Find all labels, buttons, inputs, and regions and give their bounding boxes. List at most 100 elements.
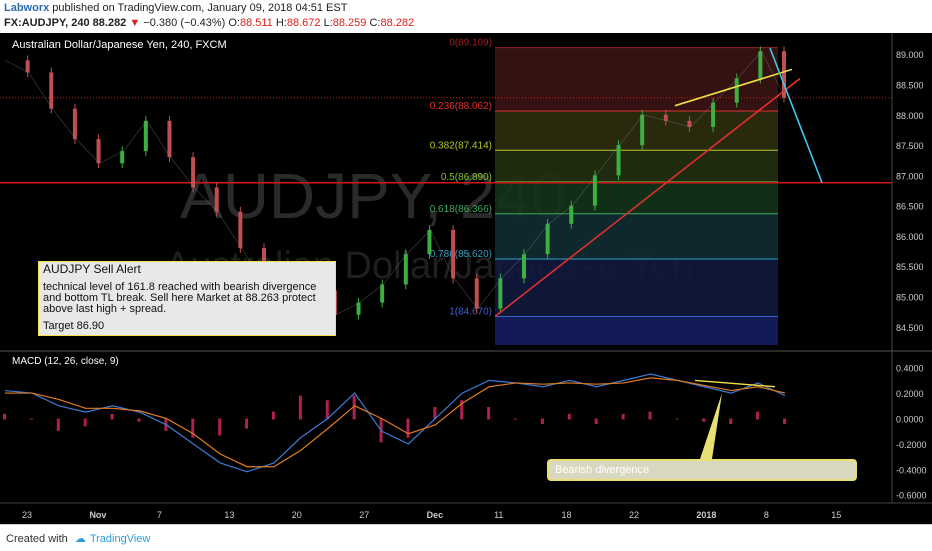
candle-body xyxy=(687,120,692,127)
candle-body xyxy=(782,51,786,98)
candle-body xyxy=(758,51,763,79)
candle-body xyxy=(616,145,621,176)
time-tick-label: 2018 xyxy=(696,510,716,520)
author-name[interactable]: Labworx xyxy=(4,2,50,14)
macd-histogram-bar xyxy=(514,418,518,420)
chart-svg[interactable]: Australian Dollar/Japanese Yen, 240, FXC… xyxy=(0,33,932,524)
candle-body xyxy=(214,187,219,212)
macd-histogram-bar xyxy=(406,418,410,438)
signal-line xyxy=(5,377,786,468)
projection-line xyxy=(769,47,823,183)
price-tick-label: 88.000 xyxy=(896,111,924,121)
price-tick-label: 85.500 xyxy=(896,262,924,272)
macd-histogram-bar xyxy=(29,418,33,420)
macd-tick-label: -0.2000 xyxy=(896,440,927,450)
footer: Created with ☁ TradingView xyxy=(0,524,932,551)
fib-level-label: 0.382(87.414) xyxy=(430,140,492,151)
callout-pointer xyxy=(700,393,722,459)
candle-body xyxy=(167,120,172,158)
macd-tick-label: -0.4000 xyxy=(896,465,927,475)
macd-histogram-bar xyxy=(191,418,195,438)
macd-histogram-bar xyxy=(3,413,6,420)
candle-body xyxy=(403,254,408,285)
candle-body xyxy=(49,72,54,109)
macd-histogram-bar xyxy=(540,418,544,425)
fib-level-label: 0(89.109) xyxy=(449,38,492,49)
high-label: H: xyxy=(275,17,287,29)
candle-body xyxy=(25,60,30,73)
candle-body xyxy=(640,114,645,146)
candle-body xyxy=(72,108,77,140)
fib-level-label: 0.236(88.062) xyxy=(430,101,492,112)
symbol-label: FX:AUDJPY, 240 xyxy=(4,17,90,29)
fib-zone xyxy=(495,258,778,317)
fib-zone-extension xyxy=(495,316,778,345)
macd-histogram-bar xyxy=(756,411,760,420)
close-label: C: xyxy=(369,17,381,29)
macd-line xyxy=(4,373,786,473)
candle-body xyxy=(380,284,385,303)
candle-body xyxy=(734,78,739,103)
bearish-divergence-callout[interactable]: Bearish divergence xyxy=(547,459,857,481)
price-tick-label: 86.500 xyxy=(896,202,924,212)
candle-body xyxy=(356,302,361,315)
callout-text: Bearish divergence xyxy=(555,464,650,476)
price-tick-label: 88.500 xyxy=(896,80,924,90)
alert-body: technical level of 161.8 reached with be… xyxy=(43,281,317,315)
tradingview-logo-icon[interactable]: ☁ xyxy=(74,533,86,545)
price-tick-label: 85.000 xyxy=(896,293,924,303)
alert-target: Target 86.90 xyxy=(43,320,105,332)
fib-zone xyxy=(495,182,778,214)
macd-histogram-bar xyxy=(567,413,571,420)
macd-histogram-bar xyxy=(271,411,275,420)
time-tick-label: 7 xyxy=(157,510,162,520)
high-value: 88.672 xyxy=(286,17,321,29)
close-value: 88.282 xyxy=(380,17,415,29)
divergence-line xyxy=(694,379,776,388)
macd-histogram-bar xyxy=(245,418,249,429)
price-tick-label: 84.500 xyxy=(896,323,924,333)
chart-area[interactable]: Australian Dollar/Japanese Yen, 240, FXC… xyxy=(0,33,932,524)
candle-body xyxy=(451,229,456,279)
fib-zone xyxy=(495,47,778,112)
time-tick-label: 15 xyxy=(831,510,841,520)
time-tick-label: 22 xyxy=(629,510,639,520)
candle-body xyxy=(143,120,148,152)
price-axis-bg xyxy=(892,33,932,524)
time-tick-label: 20 xyxy=(292,510,302,520)
price-tick-label: 86.000 xyxy=(896,232,924,242)
macd-histogram-bar xyxy=(702,418,706,422)
macd-histogram-bar xyxy=(594,418,598,425)
publish-info: published on TradingView.com, January 09… xyxy=(52,2,348,14)
macd-histogram-bar xyxy=(56,418,60,431)
macd-histogram-bar xyxy=(298,395,302,420)
candle-body xyxy=(120,151,125,164)
macd-histogram-bar xyxy=(460,400,464,420)
candle-body xyxy=(238,211,243,249)
time-tick-label: Dec xyxy=(427,510,444,520)
macd-tick-label: -0.6000 xyxy=(896,491,927,501)
sell-alert-note[interactable]: AUDJPY Sell Alert technical level of 161… xyxy=(38,261,336,336)
candle-body xyxy=(592,175,597,206)
macd-histogram-bar xyxy=(621,413,625,420)
time-tick-label: 11 xyxy=(494,510,503,520)
candle-body xyxy=(498,278,503,309)
fib-level-label: 0.5(86.890) xyxy=(441,172,492,183)
open-value: 88.511 xyxy=(239,17,273,29)
time-tick-label: 13 xyxy=(224,510,234,520)
candle-body xyxy=(96,139,101,164)
price-change: −0.380 (−0.43%) xyxy=(143,17,226,29)
candle-body xyxy=(191,157,196,188)
time-tick-label: 23 xyxy=(22,510,32,520)
ohlc-line: FX:AUDJPY, 240 88.282 ▼ −0.380 (−0.43%) … xyxy=(4,17,414,29)
time-tick-label: 8 xyxy=(764,510,769,520)
candle-body xyxy=(663,114,668,121)
candle-body xyxy=(545,223,550,255)
footer-brand[interactable]: TradingView xyxy=(89,533,151,545)
time-tick-label: 27 xyxy=(359,510,369,520)
footer-text: Created with xyxy=(6,533,68,545)
macd-tick-label: 0.0000 xyxy=(896,414,924,424)
chart-header: Labworx published on TradingView.com, Ja… xyxy=(0,0,932,32)
time-tick-label: Nov xyxy=(89,510,106,520)
last-price: 88.282 xyxy=(92,17,127,29)
